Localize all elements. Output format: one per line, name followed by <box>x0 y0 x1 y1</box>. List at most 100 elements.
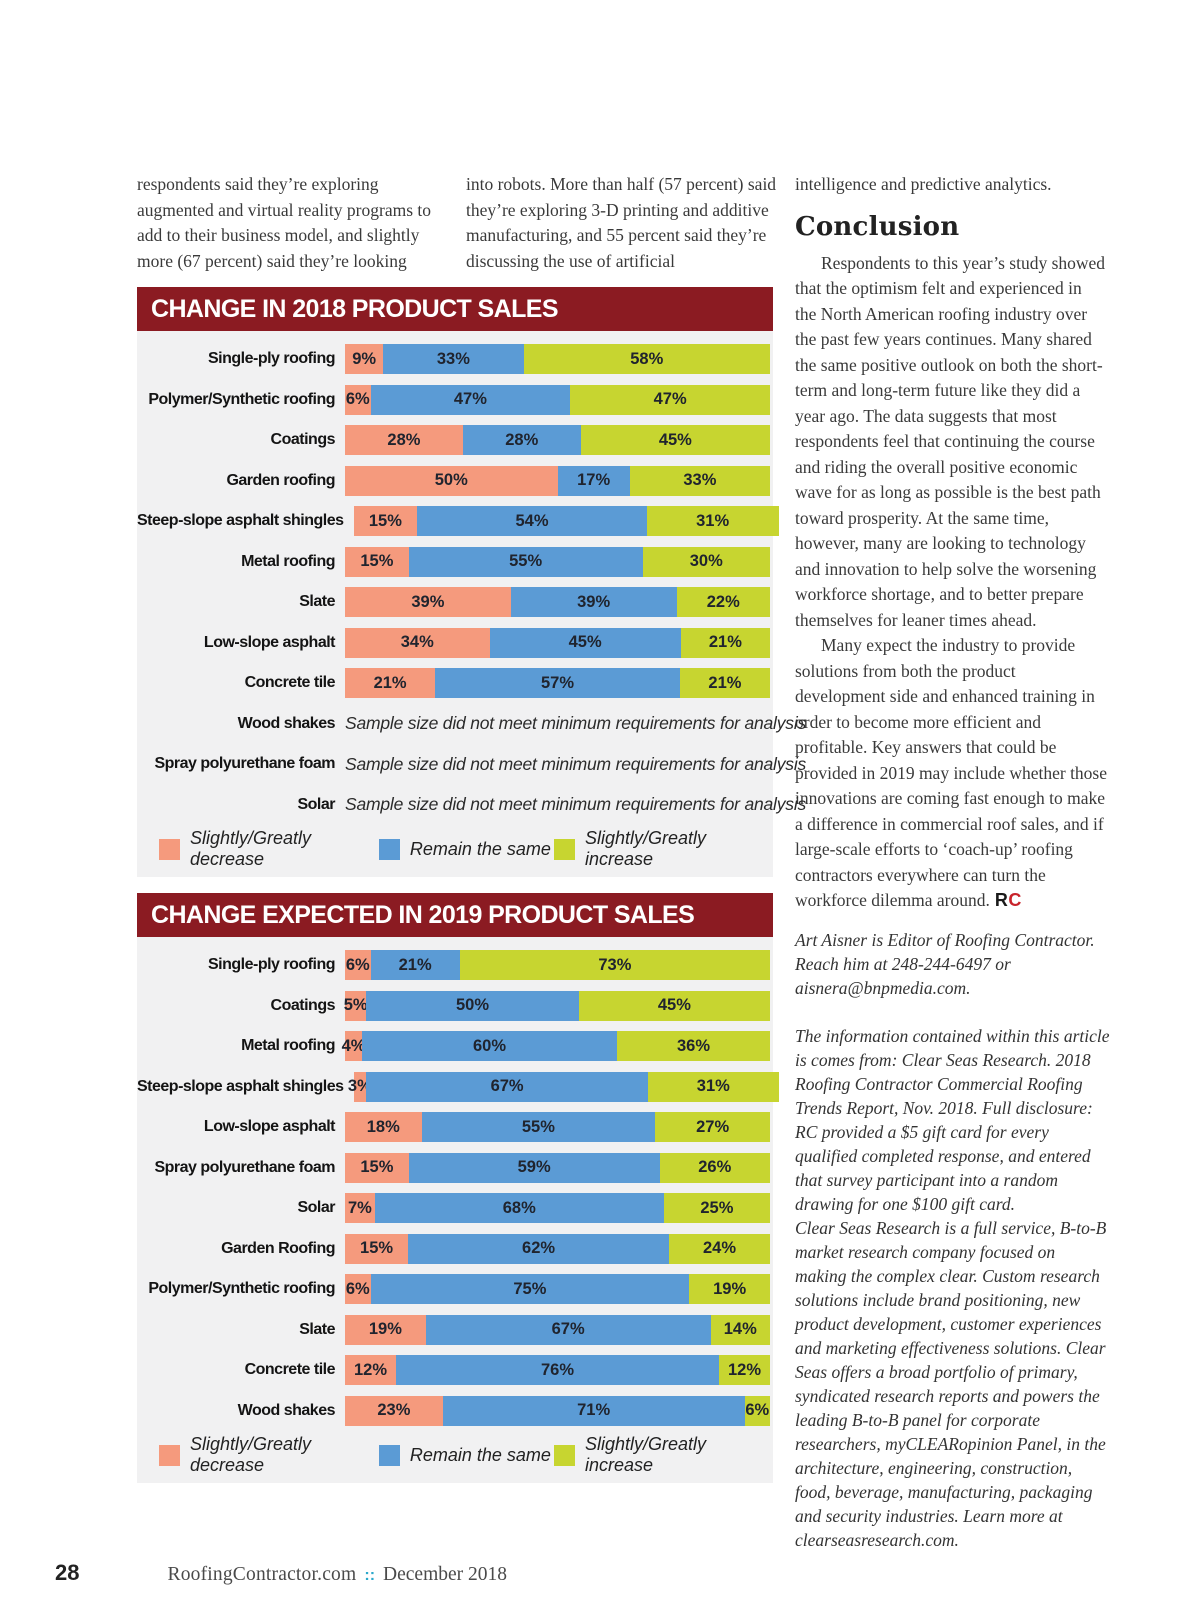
bar-segment: 18% <box>345 1112 422 1143</box>
chart-header: CHANGE IN 2018 PRODUCT SALES <box>137 287 773 331</box>
bar-segment: 76% <box>396 1355 719 1386</box>
bar-segment: 14% <box>710 1314 770 1345</box>
legend-swatch <box>554 1444 575 1466</box>
bar-segment: 21% <box>345 668 436 699</box>
bar-segment: 4% <box>342 1031 365 1062</box>
chart-row: Garden Roofing 15% 62% 24% <box>137 1229 773 1270</box>
chart-row: Polymer/Synthetic roofing 6% 47% 47% <box>137 380 773 421</box>
stacked-bar: 12% 76% 12% <box>345 1355 770 1386</box>
bar-segment: 59% <box>408 1152 660 1183</box>
stacked-bar: 6% 75% 19% <box>345 1274 770 1305</box>
sample-size-note: Sample size did not meet minimum require… <box>345 753 807 774</box>
bar-segment: 55% <box>408 546 643 577</box>
stacked-bar: 34% 45% 21% <box>345 627 770 658</box>
bar-segment: 39% <box>345 587 511 618</box>
legend-item: Remain the same <box>378 838 554 860</box>
bar-segment: 34% <box>345 627 490 658</box>
stacked-bar: 18% 55% 27% <box>345 1112 770 1143</box>
stacked-bar: 5% 50% 45% <box>344 990 770 1021</box>
chart-body: Single-ply roofing 9% 33% 58% Polymer/Synthe… <box>137 331 807 877</box>
sample-size-note: Sample size did not meet minimum require… <box>345 713 807 734</box>
conclusion-heading: Conclusion <box>795 211 960 242</box>
bar-segment: 21% <box>370 950 460 981</box>
stacked-bar: 39% 39% 22% <box>345 587 770 618</box>
legend-label: Remain the same <box>409 838 551 859</box>
bar-segment: 73% <box>459 950 770 981</box>
bar-segment: 5% <box>344 990 368 1021</box>
chart-row: Steep-slope asphalt shingles 15% 54% 31% <box>137 501 779 542</box>
stacked-bar: 3% 67% 31% <box>348 1071 779 1102</box>
legend-label: Slightly/Greatly increase <box>585 1434 707 1475</box>
row-label: Metal roofing <box>241 552 335 570</box>
bar-segment: 15% <box>345 546 409 577</box>
chart-row: Polymer/Synthetic roofing 6% 75% 19% <box>137 1269 773 1310</box>
chart-row: Single-ply roofing 6% 21% 73% <box>137 945 773 986</box>
row-label: Wood shakes <box>237 1401 336 1419</box>
stacked-bar: 15% 54% 31% <box>353 506 779 537</box>
bar-segment: 50% <box>345 465 558 496</box>
endmark-rc-red: C <box>1008 890 1022 910</box>
chart-row: Single-ply roofing 9% 33% 58% <box>137 339 773 380</box>
legend-item: Slightly/Greatly increase <box>554 828 773 870</box>
bar-segment: 62% <box>408 1233 670 1264</box>
endmark-rc: R <box>994 890 1009 910</box>
bar-segment: 19% <box>689 1274 770 1305</box>
article-column-1: respondents said they’re exploring augme… <box>137 174 432 271</box>
bar-segment: 9% <box>345 344 384 375</box>
legend-item: Slightly/Greatly increase <box>554 1434 773 1476</box>
chart-row: Spray polyurethane foam 15% 59% 26% <box>137 1148 773 1189</box>
chart-2019-expected-product-sales: CHANGE EXPECTED IN 2019 PRODUCT SALES Si… <box>137 893 779 1483</box>
chart-row: Wood shakes Sample size did not meet mini… <box>137 704 807 745</box>
stacked-bar: 15% 55% 30% <box>345 546 770 577</box>
chart-row: Low-slope asphalt 18% 55% 27% <box>137 1107 773 1148</box>
bar-segment: 33% <box>629 465 770 496</box>
legend-item: Slightly/Greatly decrease <box>159 828 379 870</box>
chart-row: Wood shakes 23% 71% 6% <box>137 1391 773 1432</box>
row-label: Steep-slope asphalt shingles <box>137 512 344 530</box>
bar-segment: 45% <box>578 990 770 1021</box>
legend-label: Slightly/Greatly decrease <box>190 828 312 869</box>
bar-segment: 12% <box>345 1355 396 1386</box>
stacked-bar: 15% 62% 24% <box>345 1233 770 1264</box>
author-and-disclosure: Art Aisner is Editor of Roofing Contract… <box>795 928 1111 1552</box>
bar-segment: 25% <box>663 1193 770 1224</box>
conclusion-paragraph-1: Respondents to this year’s study showed … <box>795 252 1106 630</box>
row-label: Concrete tile <box>244 1361 336 1379</box>
bar-segment: 28% <box>345 425 463 456</box>
legend-swatch <box>378 838 400 860</box>
chart-row: Low-slope asphalt 34% 45% 21% <box>137 623 773 664</box>
sample-size-note: Sample size did not meet minimum require… <box>345 794 807 815</box>
chart-title: CHANGE IN 2018 PRODUCT SALES <box>151 294 559 323</box>
bar-segment: 75% <box>370 1274 690 1305</box>
chart-row: Slate 39% 39% 22% <box>137 582 773 623</box>
disclosure-paragraph-1: The information contained within this ar… <box>795 1026 1110 1214</box>
legend-item: Remain the same <box>378 1444 554 1466</box>
bar-segment: 58% <box>523 344 770 375</box>
legend-label: Slightly/Greatly increase <box>585 828 707 869</box>
stacked-bar: 6% 21% 73% <box>345 950 770 981</box>
row-label: Coatings <box>270 996 336 1014</box>
stacked-bar: 50% 17% 33% <box>345 465 770 496</box>
bar-segment: 47% <box>370 384 571 415</box>
row-label: Steep-slope asphalt shingles <box>137 1077 344 1095</box>
chart-body: Single-ply roofing 6% 21% 73% Coatings 5% 50% 4… <box>137 937 779 1483</box>
row-label: Single-ply roofing <box>208 956 336 974</box>
stacked-bar: 15% 59% 26% <box>345 1152 770 1183</box>
page-number: 28 <box>55 1560 80 1585</box>
chart-row: Coatings 28% 28% 45% <box>137 420 773 461</box>
chart-legend: Slightly/Greatly decrease Remain the same… <box>137 825 773 873</box>
row-label: Low-slope asphalt <box>203 1118 336 1136</box>
stacked-bar: 28% 28% 45% <box>345 425 771 456</box>
disclosure-paragraph-2: Clear Seas Research is a full service, B… <box>795 1218 1107 1550</box>
bar-segment: 30% <box>642 546 770 577</box>
chart-row: Steep-slope asphalt shingles 3% 67% 31% <box>137 1067 779 1108</box>
bar-segment: 47% <box>570 384 770 415</box>
chart-row: Concrete tile 21% 57% 21% <box>137 663 773 704</box>
bar-segment: 36% <box>617 1031 770 1062</box>
bar-segment: 7% <box>345 1193 375 1224</box>
stacked-bar: 23% 71% 6% <box>345 1395 770 1426</box>
chart-title: CHANGE EXPECTED IN 2019 PRODUCT SALES <box>151 900 695 929</box>
bar-segment: 71% <box>442 1395 745 1426</box>
bar-segment: 68% <box>374 1193 664 1224</box>
row-label: Slate <box>299 1320 335 1338</box>
